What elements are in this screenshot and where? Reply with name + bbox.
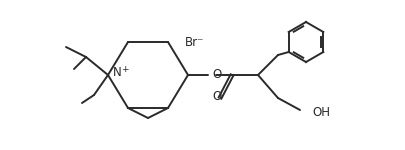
Text: N: N [113,66,122,80]
Text: OH: OH [312,105,330,118]
Text: O: O [212,90,222,103]
Text: +: + [121,64,128,74]
Text: Br⁻: Br⁻ [185,36,205,48]
Text: O: O [212,68,221,81]
